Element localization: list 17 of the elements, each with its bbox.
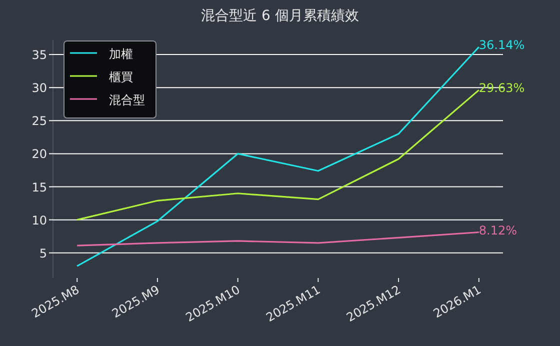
y-tick-label: 10 bbox=[32, 213, 47, 228]
y-tick-label: 5 bbox=[39, 246, 47, 260]
line-series bbox=[76, 46, 480, 267]
data-label: 8.12% bbox=[478, 223, 518, 238]
y-tick-label: 25 bbox=[32, 114, 47, 128]
data-label: 36.14% bbox=[478, 38, 525, 52]
legend-label: 混合型 bbox=[109, 93, 145, 107]
legend-label: 櫃買 bbox=[109, 70, 133, 84]
line-series bbox=[76, 231, 480, 246]
legend-label: 加權 bbox=[109, 47, 133, 61]
y-tick-label: 30 bbox=[32, 81, 47, 96]
data-label: 29.63% bbox=[478, 81, 525, 96]
y-tick-label: 20 bbox=[32, 147, 47, 162]
y-tick-label: 35 bbox=[32, 48, 47, 62]
chart-title: 混合型近 6 個月累積績效 bbox=[201, 8, 359, 24]
y-tick-label: 15 bbox=[32, 180, 47, 194]
line-series bbox=[76, 89, 480, 221]
